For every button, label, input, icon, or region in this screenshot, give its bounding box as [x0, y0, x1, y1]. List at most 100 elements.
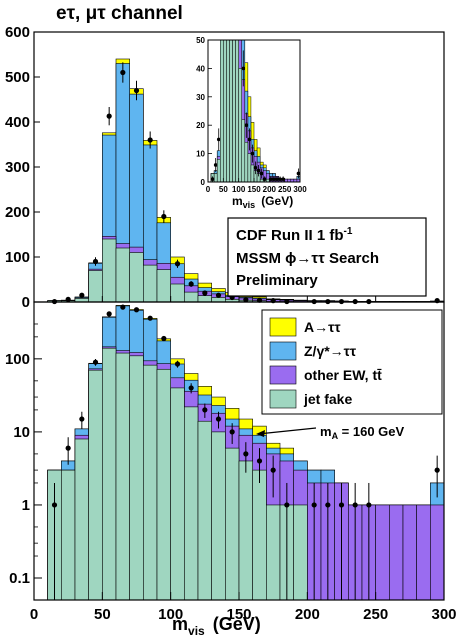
- bottom-bar-1-24: [375, 504, 390, 601]
- bottom-bar-0-5: [115, 352, 130, 601]
- annotation-text: mA = 160 GeV: [320, 424, 405, 441]
- bottom-xlabel: mvis (GeV): [172, 614, 261, 638]
- bottom-xtick-label-100: 100: [158, 606, 183, 623]
- inset-bar-0-11: [244, 141, 249, 183]
- bottom-data-point-7: [147, 315, 153, 321]
- inset-data-point-1: [213, 163, 218, 167]
- bottom-data-point-16: [270, 467, 276, 473]
- bottom-data-point-0: [51, 502, 58, 508]
- top-bar-jetfake-10: [184, 291, 199, 303]
- bottom-xtick-label-50: 50: [94, 606, 111, 623]
- bottom-xtick-label-200: 200: [295, 606, 320, 623]
- top-data-point-7: [147, 137, 153, 143]
- bottom-xtick-label-0: 0: [30, 606, 38, 623]
- inset-data-point-19: [269, 177, 273, 181]
- bottom-data-point-5: [120, 304, 126, 310]
- inset-xtick-label-300: 300: [293, 185, 307, 194]
- info-box: CDF Run II 1 fb-1 MSSM ϕ→ττ Search Preli…: [227, 217, 427, 297]
- top-ytick-label-100: 100: [5, 249, 30, 266]
- bottom-bar-0-2: [74, 438, 89, 601]
- legend-label-2: other EW, tt̄: [304, 367, 382, 383]
- inset-ytick-label-10: 10: [196, 150, 205, 159]
- annotation-arrowhead: [256, 430, 265, 437]
- bottom-xlabel-sub: vis: [188, 624, 205, 638]
- inset-bar-0-3: [220, 39, 224, 183]
- bottom-data-point-4: [106, 311, 112, 317]
- bottom-bar-0-6: [129, 355, 144, 601]
- inset-xtick-label-200: 200: [263, 185, 277, 194]
- inset-bar-0-2: [216, 159, 221, 183]
- top-bar-jetfake-9: [170, 283, 185, 303]
- bottom-bar-0-15: [252, 469, 267, 601]
- top-bar-jetfake-12: [211, 297, 226, 303]
- bottom-xtick-label-300: 300: [431, 606, 456, 623]
- bottom-bar-1-28: [430, 504, 445, 601]
- inset-ytick-label-50: 50: [196, 36, 205, 45]
- bottom-data-point-23: [366, 502, 372, 508]
- bottom-bar-0-4: [102, 347, 117, 601]
- top-bar-jetfake-4: [102, 238, 117, 303]
- inset-ytick-label-40: 40: [196, 64, 205, 73]
- bottom-data-point-13: [229, 429, 235, 435]
- bottom-data-point-3: [92, 359, 99, 365]
- legend-label-1: Z/γ*→ττ: [304, 343, 357, 359]
- bottom-data-point-22: [352, 502, 358, 508]
- inset-ytick-label-0: 0: [201, 178, 206, 187]
- inset-ytick-label-30: 30: [196, 93, 205, 102]
- inset-data-point-2: [216, 137, 221, 142]
- top-ytick-label-400: 400: [5, 114, 30, 131]
- bottom-bar-1-25: [389, 504, 404, 601]
- inset-xtick-label-250: 250: [278, 185, 292, 194]
- bottom-bar-0-18: [293, 504, 308, 601]
- inset-bar-0-5: [226, 39, 230, 183]
- bottom-ytick-label-100: 100: [5, 351, 30, 368]
- inset-data-point-15: [256, 168, 261, 173]
- inset-data-point-16: [259, 171, 264, 176]
- inset-xtick-label-150: 150: [247, 185, 261, 194]
- inset-data-point-14: [253, 166, 258, 170]
- bottom-data-point-14: [243, 451, 249, 457]
- top-ytick-label-600: 600: [5, 24, 30, 41]
- inset-data-point-0: [210, 177, 215, 181]
- top-data-point-11: [202, 290, 208, 296]
- bottom-data-point-17: [284, 502, 290, 508]
- bottom-data-point-9: [174, 361, 181, 367]
- inset-xtick-label-50: 50: [219, 185, 228, 194]
- inset-bar-0-13: [250, 164, 255, 183]
- bottom-bar-0-11: [197, 420, 212, 601]
- inset-xlabel-sub: vis: [243, 200, 256, 210]
- top-data-point-6: [133, 87, 140, 94]
- legend-swatch-1: [269, 341, 297, 361]
- inset-ytick-label-20: 20: [196, 121, 205, 130]
- figure-title: eτ, μτ channel: [56, 3, 183, 24]
- bottom-bar-1-26: [402, 504, 417, 601]
- inset-data-point-17: [262, 177, 267, 181]
- inset-bar-0-4: [223, 39, 227, 183]
- top-ytick-label-500: 500: [5, 69, 30, 86]
- inset-bar-0-8: [235, 39, 239, 183]
- bottom-bar-0-13: [225, 447, 240, 601]
- legend: A→ττ Z/γ*→ττ other EW, tt̄ jet fake: [261, 309, 443, 415]
- bottom-data-point-6: [133, 307, 140, 313]
- inset-data-point-11: [244, 123, 249, 127]
- inset-data-point-10: [241, 66, 246, 71]
- bottom-data-point-20: [325, 502, 331, 508]
- top-data-point-9: [174, 261, 181, 267]
- bottom-bar-0-14: [238, 460, 253, 601]
- top-data-point-8: [161, 213, 167, 220]
- inset-data-point-12: [247, 137, 252, 142]
- inset-xlabel: mvis (GeV): [232, 194, 293, 210]
- bottom-bar-0-16: [266, 504, 281, 601]
- top-ytick-label-300: 300: [5, 159, 30, 176]
- bottom-data-point-8: [161, 335, 167, 342]
- inset-data-point-28: [296, 171, 301, 176]
- top-bar-jetfake-5: [115, 247, 130, 303]
- bottom-bar-0-10: [184, 406, 199, 601]
- top-bar-jetfake-8: [156, 269, 171, 303]
- bottom-ytick-label-10: 10: [13, 424, 30, 441]
- bottom-data-point-1: [65, 445, 71, 451]
- bottom-data-point-21: [338, 502, 345, 508]
- inset-data-point-22: [278, 177, 282, 181]
- top-ytick-label-200: 200: [5, 204, 30, 221]
- top-data-point-12: [215, 292, 222, 298]
